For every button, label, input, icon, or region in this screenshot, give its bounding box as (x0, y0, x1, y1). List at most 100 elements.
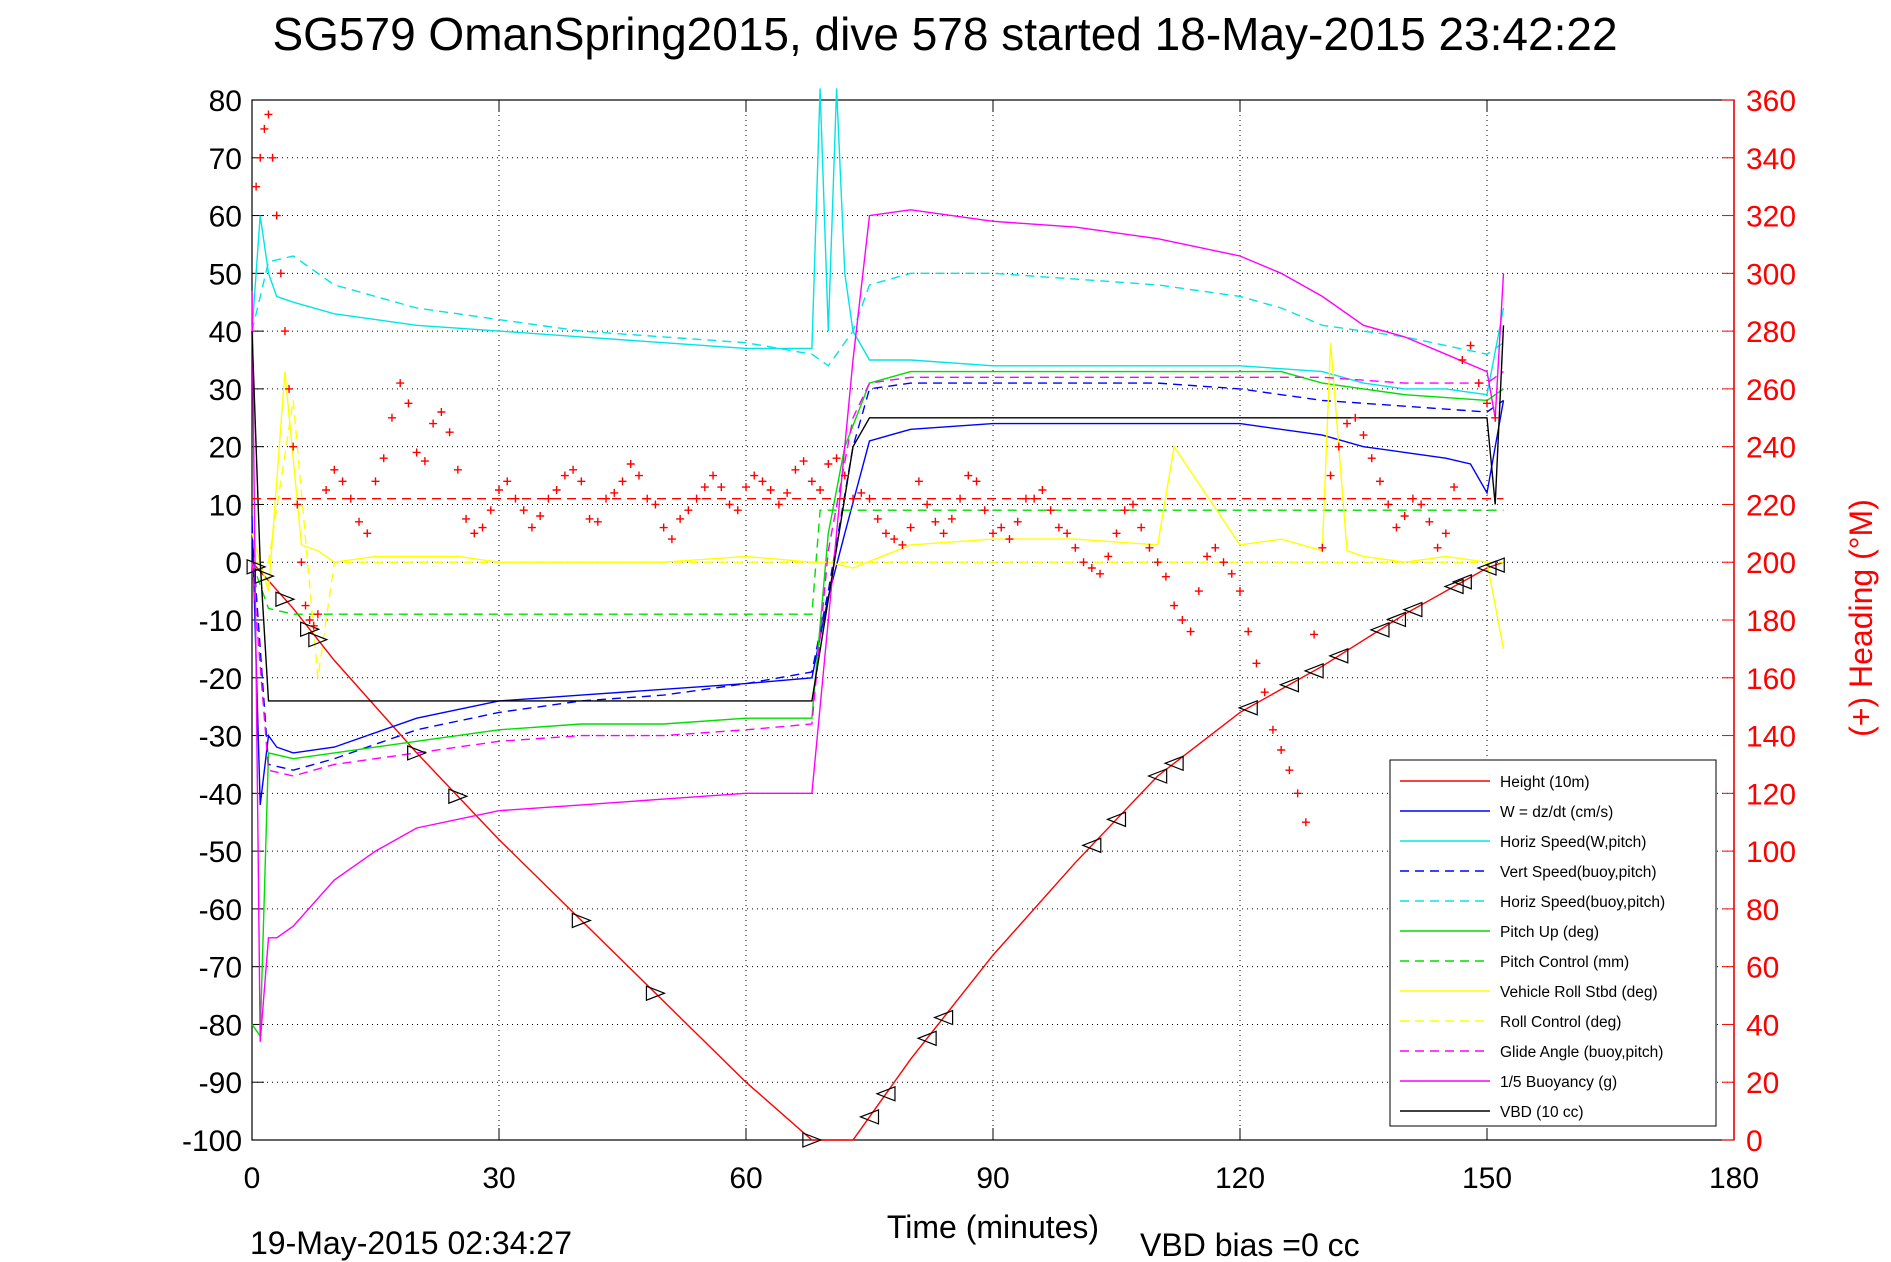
y-tick-label-right: 120 (1746, 778, 1796, 811)
heading-point (774, 500, 783, 509)
heading-point (313, 610, 322, 619)
height-marker (1105, 811, 1127, 828)
x-tick-label: 0 (244, 1162, 261, 1195)
height-marker (275, 591, 296, 608)
y-tick-label-left: -50 (199, 836, 242, 869)
y-tick-label-right: 80 (1746, 894, 1779, 927)
x-tick-label: 30 (482, 1162, 515, 1195)
y-tick-label-left: 30 (209, 374, 242, 407)
y-tick-label-left: 0 (225, 547, 242, 580)
legend: Height (10m) W = dz/dt (cm/s) Horiz Speed(… (1389, 759, 1717, 1127)
y-tick-label-left: 20 (209, 432, 242, 465)
legend-label-6: Pitch Control (mm) (1500, 954, 1629, 971)
heading-point (1211, 543, 1220, 552)
heading-point (560, 471, 569, 480)
heading-point (931, 517, 940, 526)
heading-point (453, 465, 462, 474)
heading-point (264, 110, 273, 119)
heading-point (1351, 413, 1360, 422)
heading-point (676, 514, 685, 523)
heading-point (1417, 500, 1426, 509)
heading-point (569, 465, 578, 474)
heading-point (260, 124, 269, 133)
heading-point (1384, 500, 1393, 509)
y-tick-label-right: 220 (1746, 489, 1796, 522)
heading-point (1236, 587, 1244, 596)
height-marker (254, 568, 276, 584)
heading-point (280, 327, 289, 336)
heading-point (585, 514, 594, 523)
heading-point (1194, 587, 1203, 596)
heading-point (1466, 341, 1475, 350)
heading-point (890, 535, 899, 544)
y-tick-label-right: 200 (1746, 547, 1796, 580)
height-marker (571, 912, 592, 929)
legend-items: Height (10m) W = dz/dt (cm/s) Horiz Speed(… (1400, 774, 1665, 1121)
heading-point (577, 477, 586, 486)
heading-point (322, 486, 331, 494)
y-tick-label-left: -40 (199, 778, 242, 811)
x-axis-label: Time (minutes) (887, 1209, 1099, 1245)
legend-box (1389, 759, 1717, 1127)
height-marker (308, 631, 329, 648)
y-axis-label-right: (+) Heading (°M) (1843, 499, 1879, 737)
heading-point (1161, 572, 1170, 581)
y-tick-label-right: 360 (1746, 85, 1796, 118)
chart-title: SG579 OmanSpring2015, dive 578 started 1… (272, 8, 1617, 60)
height-marker (1147, 768, 1168, 784)
heading-point (301, 601, 310, 610)
heading-point (272, 211, 281, 220)
heading-point (1318, 543, 1327, 552)
heading-point (692, 494, 701, 503)
heading-point (1046, 506, 1055, 515)
heading-point (1203, 552, 1212, 561)
heading-point (602, 494, 611, 503)
heading-point (1375, 477, 1384, 486)
heading-point (1038, 486, 1047, 494)
heading-point (898, 540, 907, 549)
heading-points (252, 110, 1500, 827)
heading-point (684, 506, 693, 515)
heading-point (997, 523, 1006, 532)
footer-vbd-bias: VBD bias =0 cc (1140, 1227, 1360, 1262)
x-tick-label: 150 (1462, 1162, 1512, 1195)
heading-point (511, 494, 520, 503)
x-tick-label: 120 (1215, 1162, 1265, 1195)
heading-point (1359, 431, 1368, 440)
heading-point (725, 500, 734, 509)
x-tick-label: 90 (976, 1162, 1009, 1195)
heading-point (1483, 399, 1491, 408)
heading-point (816, 486, 825, 494)
height-marker (1402, 601, 1423, 618)
height-marker (875, 1085, 896, 1102)
y-tick-label-left: -20 (199, 663, 242, 696)
heading-point (659, 523, 668, 532)
heading-point (1178, 616, 1187, 624)
heading-point (1071, 543, 1080, 552)
y-tick-labels-right: 3603403203002802602402202001801601401201… (1746, 85, 1796, 1158)
legend-label-4: Horiz Speed(buoy,pitch) (1500, 894, 1665, 911)
heading-point (947, 514, 956, 523)
heading-point (906, 523, 915, 532)
heading-point (1474, 379, 1483, 388)
legend-label-8: Roll Control (deg) (1500, 1014, 1621, 1031)
heading-point (1079, 558, 1088, 567)
heading-point (1120, 506, 1129, 515)
heading-point (552, 486, 561, 494)
y-tick-label-right: 140 (1746, 721, 1796, 754)
y-tick-label-left: 70 (209, 143, 242, 176)
heading-point (667, 535, 676, 544)
heading-point (1186, 627, 1195, 636)
heading-point (939, 529, 948, 538)
y-tick-label-left: -100 (182, 1125, 242, 1158)
heading-point (956, 494, 965, 503)
heading-point (256, 153, 265, 162)
y-tick-label-left: -90 (199, 1067, 242, 1100)
axis-ticks (251, 99, 1735, 1141)
height-marker (802, 1132, 823, 1148)
height-marker (1484, 557, 1505, 573)
y-tick-label-right: 20 (1746, 1067, 1779, 1100)
heading-point (289, 442, 298, 451)
heading-point (404, 399, 413, 408)
footer-timestamp: 19-May-2015 02:34:27 (250, 1225, 572, 1261)
